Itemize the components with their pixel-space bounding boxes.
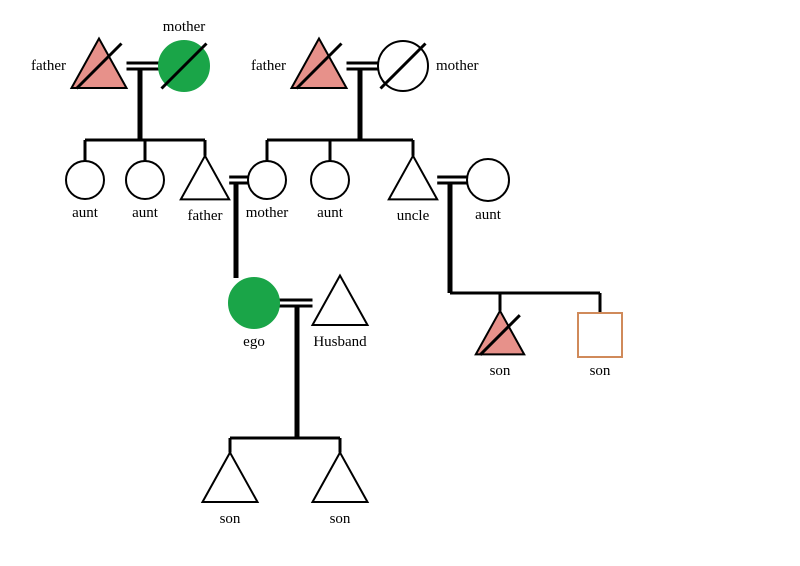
node-g2_aunt3 [311, 161, 349, 199]
node-g2_uncle [389, 156, 437, 200]
label-g2_aunt2: aunt [132, 205, 158, 222]
label-g2_father: father [188, 208, 223, 225]
node-g2_aunt2 [126, 161, 164, 199]
label-g2_mother: mother [246, 205, 289, 222]
node-g2_aunt4 [467, 159, 509, 201]
node-g3_son2 [578, 313, 622, 357]
pedigree-svg [0, 0, 800, 566]
node-g4_son2 [313, 453, 368, 503]
label-g1_mother_L: mother [163, 19, 206, 36]
label-g2_aunt1: aunt [72, 205, 98, 222]
node-g2_aunt1 [66, 161, 104, 199]
label-g3_son1: son [490, 363, 511, 380]
node-g4_son1 [203, 453, 258, 503]
label-g1_father_R: father [251, 58, 286, 75]
label-g2_uncle: uncle [397, 208, 429, 225]
label-g3_son2: son [590, 363, 611, 380]
node-g3_husband [313, 276, 368, 326]
label-g3_ego: ego [243, 334, 265, 351]
label-g3_husband: Husband [313, 334, 366, 351]
label-g1_father_L: father [31, 58, 66, 75]
node-g2_mother [248, 161, 286, 199]
node-g2_father [181, 156, 229, 200]
label-g2_aunt3: aunt [317, 205, 343, 222]
label-g4_son1: son [220, 511, 241, 528]
label-g1_mother_R: mother [436, 58, 479, 75]
node-g3_ego [229, 278, 279, 328]
label-g2_aunt4: aunt [475, 207, 501, 224]
pedigree-diagram: father mother father mother aunt aunt father mo… [0, 0, 800, 566]
label-g4_son2: son [330, 511, 351, 528]
